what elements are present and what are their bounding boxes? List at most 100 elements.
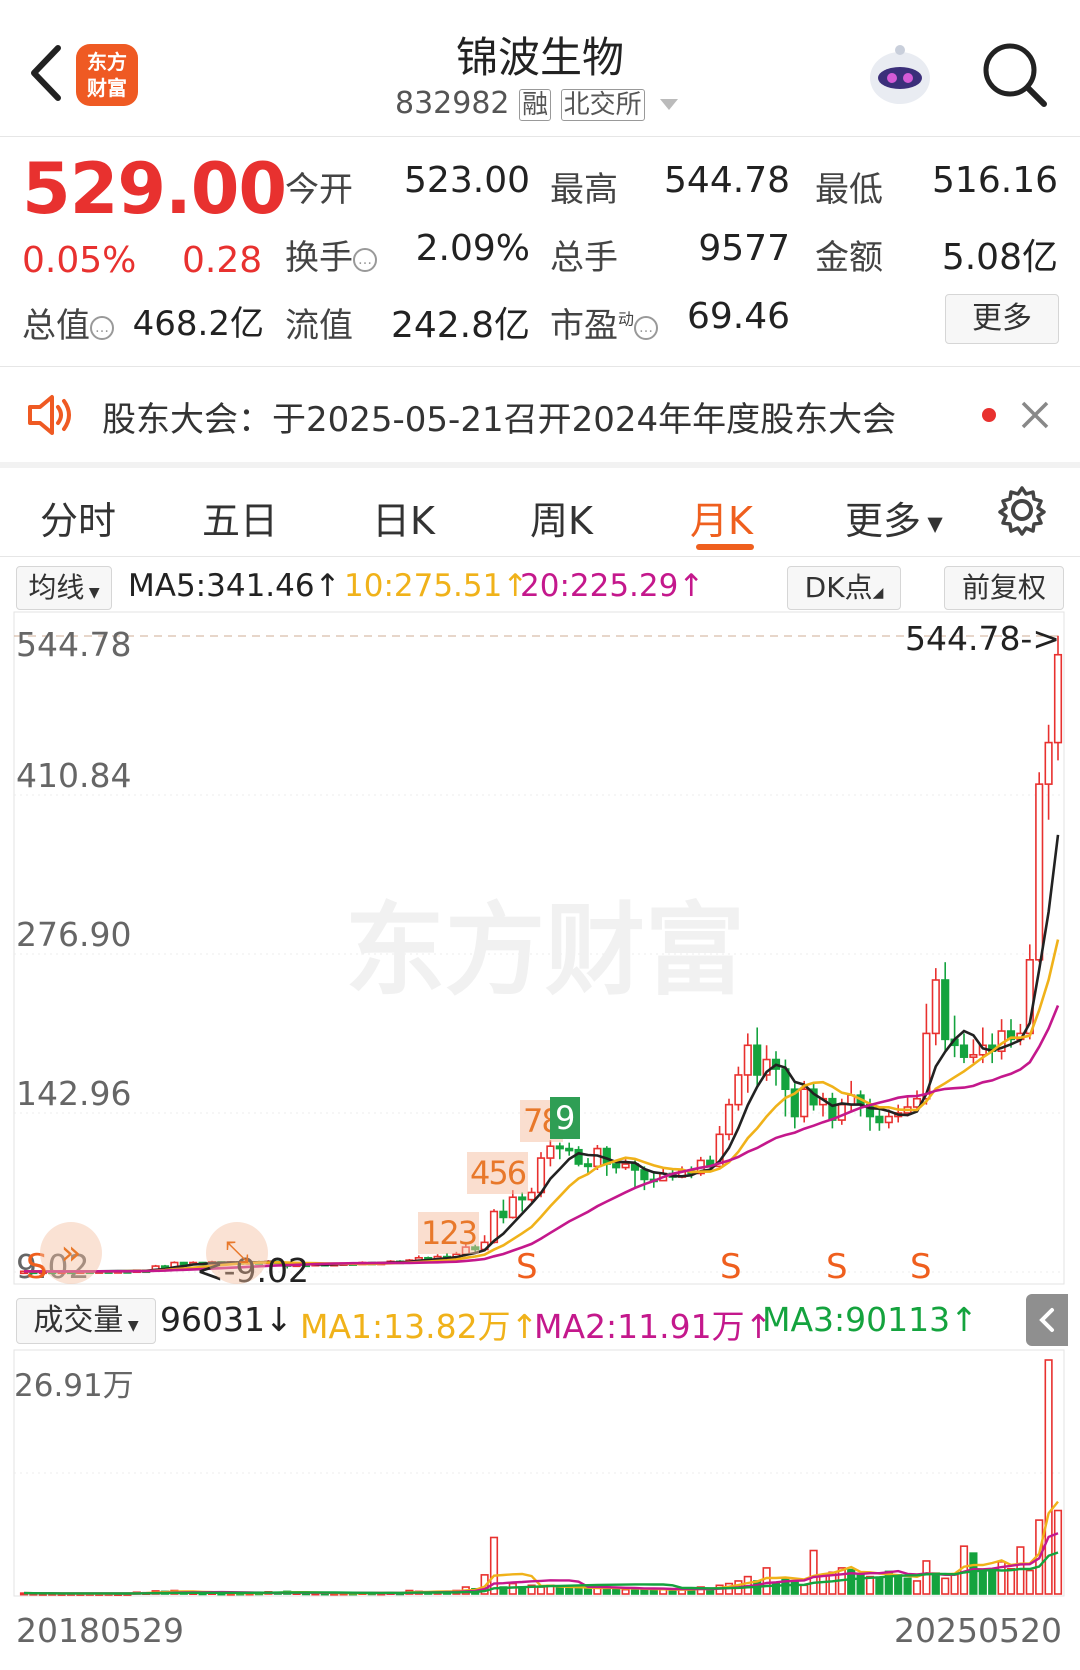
float-label: 流值 [285,306,353,346]
amount-label: 金额 [815,238,883,278]
candle-body [762,1058,771,1076]
x-end-label: 20250520 [894,1611,1062,1650]
candle-body [837,1103,846,1121]
candle-body [621,1163,630,1169]
tab-five-day[interactable]: 五日 [202,499,279,543]
volume-bar [771,1582,781,1595]
candle-body [508,1196,517,1219]
vol-ma3-value: MA3:90113 [762,1300,951,1339]
dk-point-button[interactable]: DK点◢ [787,566,901,610]
gear-icon[interactable] [996,484,1048,536]
expand-icon[interactable]: » [40,1222,102,1284]
volume-bar [762,1567,771,1595]
open-value: 523.00 [404,160,530,201]
section-divider [0,462,1080,468]
volume-bar [1053,1509,1063,1595]
high-value: 544.78 [664,160,790,201]
tag-margin: 融 [519,89,552,121]
x-start-label: 20180529 [16,1611,184,1650]
last-price: 529.00 [22,148,287,230]
volume-bar [894,1574,903,1595]
volume-bar [997,1561,1006,1595]
candle-body [555,1145,564,1150]
info-icon[interactable]: … [90,315,114,340]
candle-body [612,1163,621,1169]
low-price-marker: <-9.02 [196,1251,309,1290]
low-value: 516.16 [932,160,1058,201]
up-arrow-icon: ↑ [314,568,341,604]
volume-bar [555,1587,564,1595]
volume-label: 总手 [550,238,618,278]
robot-assistant-icon[interactable] [864,40,936,112]
caret-down-icon: ▼ [123,1318,139,1334]
candle-body [715,1133,724,1168]
back-icon[interactable] [20,38,70,108]
info-icon[interactable]: … [353,247,377,272]
caret-down-icon: ▼ [84,585,100,601]
adjust-button[interactable]: 前复权 [944,566,1064,610]
candle-body [1035,783,1044,961]
mktcap-value: 468.2亿 [132,304,264,344]
dropdown-icon[interactable] [660,99,679,110]
volume-bar [865,1575,875,1595]
y-tick-label: 276.90 [16,915,131,954]
pe-label-text: 市盈 [550,306,618,346]
speaker-icon [26,392,76,438]
up-arrow-icon: ↑ [950,1300,978,1339]
candle-body [574,1148,583,1165]
volume-value: 9577 [698,228,790,269]
mktcap-label: 总值… [22,298,114,347]
volume-bar [800,1584,809,1595]
volume-bar [931,1572,940,1595]
sell-signal-marker: S [26,1247,48,1287]
notice-text[interactable]: 股东大会：于2025-05-21召开2024年年度股东大会 [102,400,897,440]
sell-signal-marker: S [516,1247,538,1287]
pe-value: 69.46 [686,296,790,337]
volume-bar [912,1580,922,1595]
close-icon[interactable] [1018,398,1052,432]
pe-label: 市盈动… [550,298,659,347]
y-tick-label: 142.96 [16,1074,131,1113]
volume-bar [640,1588,649,1595]
tab-daily-k[interactable]: 日K [372,499,435,543]
vol-ma2-label: MA2:11.91万↑ [534,1300,772,1348]
more-button[interactable]: 更多 [945,294,1059,344]
stock-code-line[interactable]: 832982 融 北交所 [395,84,679,128]
down-arrow-icon: ↓ [264,1300,293,1339]
mktcap-label-text: 总值 [22,306,90,346]
indicator-selector[interactable]: 均线 ▼ [16,566,112,610]
info-icon[interactable]: … [634,315,659,340]
pe-sup: 动 [618,309,635,329]
amount-value: 5.08亿 [941,237,1058,278]
candle-body [583,1163,593,1168]
search-icon[interactable] [980,40,1050,110]
volume-bar [978,1571,987,1595]
candle-body [959,1044,969,1058]
tab-more[interactable]: 更多 ▼ [845,490,943,545]
signal-badge-9[interactable]: 9 [550,1097,581,1139]
volume-current: 96031↓ [160,1300,293,1339]
y-tick-label: 9.02 [16,1247,89,1286]
volume-bar [1016,1546,1025,1595]
candle-body [640,1169,649,1181]
ma5-value: MA5:341.46 [128,568,315,604]
volume-indicator-selector[interactable]: 成交量 ▼ [16,1298,156,1344]
volume-bar [875,1577,884,1595]
collapse-panel-button[interactable] [1026,1294,1068,1346]
tab-intraday[interactable]: 分时 [40,499,117,543]
price-frame [13,611,1065,1285]
signal-badge-456[interactable]: 456 [467,1152,529,1194]
candle-body [753,1044,762,1076]
signal-badge-123[interactable]: 123 [418,1212,480,1254]
high-label: 最高 [550,170,618,210]
candle-body [1006,1030,1016,1041]
volume-bar [489,1536,499,1595]
volume-bar [790,1581,799,1595]
tab-weekly-k[interactable]: 周K [530,499,593,543]
volume-bar [612,1587,621,1595]
volume-bar [1025,1569,1034,1595]
tab-monthly-k[interactable]: 月K [690,499,753,543]
fullscreen-icon[interactable]: ⤡ [206,1222,268,1284]
turnover-value: 2.09% [415,228,530,269]
